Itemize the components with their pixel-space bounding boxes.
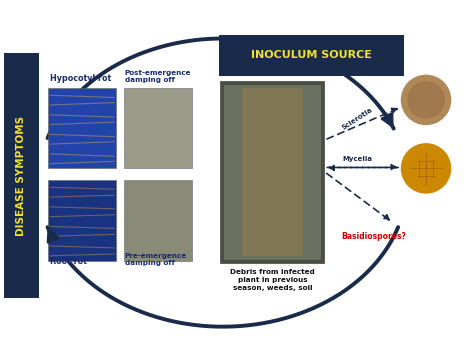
Circle shape xyxy=(401,144,451,193)
Text: Sclerotia: Sclerotia xyxy=(341,107,374,131)
Text: Basidiospores?: Basidiospores? xyxy=(342,232,407,241)
Circle shape xyxy=(408,82,444,118)
FancyBboxPatch shape xyxy=(242,88,303,256)
Text: Mycelia: Mycelia xyxy=(343,156,373,162)
FancyBboxPatch shape xyxy=(219,35,404,76)
Text: Root rot: Root rot xyxy=(50,257,87,266)
FancyBboxPatch shape xyxy=(48,88,117,168)
Text: Debris from infected
plant in previous
season, weeds, soil: Debris from infected plant in previous s… xyxy=(230,269,315,291)
FancyBboxPatch shape xyxy=(224,85,321,260)
Text: DISEASE SYMPTOMS: DISEASE SYMPTOMS xyxy=(17,115,27,236)
Text: Post-emergence
damping off: Post-emergence damping off xyxy=(125,70,191,84)
Circle shape xyxy=(401,75,451,125)
FancyBboxPatch shape xyxy=(4,53,38,298)
FancyBboxPatch shape xyxy=(220,81,324,263)
FancyBboxPatch shape xyxy=(48,180,117,260)
FancyBboxPatch shape xyxy=(124,88,192,168)
FancyBboxPatch shape xyxy=(124,180,192,260)
Text: INOCULUM SOURCE: INOCULUM SOURCE xyxy=(251,51,372,60)
Text: Hypocotyl rot: Hypocotyl rot xyxy=(50,74,111,84)
Text: Pre-emergence
damping off: Pre-emergence damping off xyxy=(125,253,187,266)
